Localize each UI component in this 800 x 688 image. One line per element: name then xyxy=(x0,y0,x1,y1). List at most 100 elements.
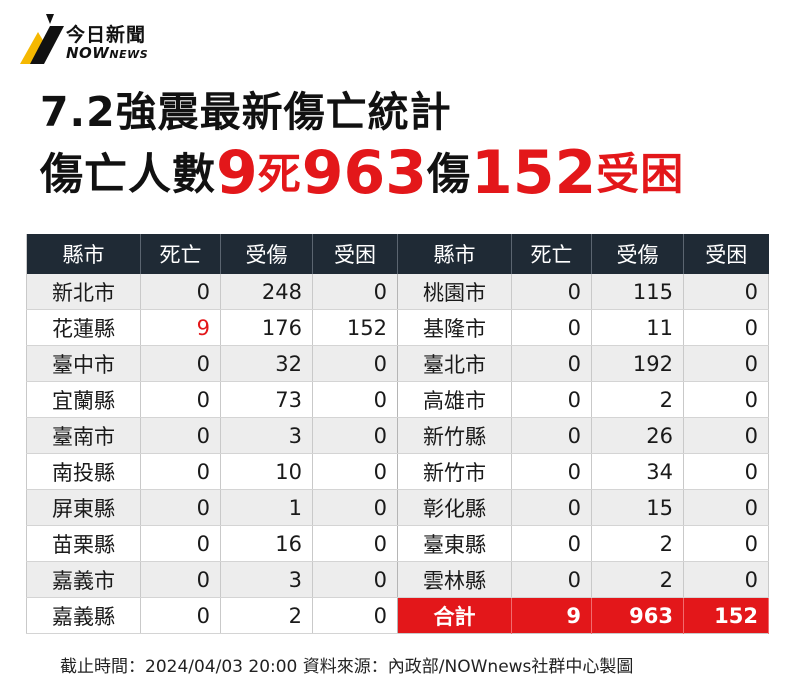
table-row: 臺南市 0 3 0 新竹縣 0 26 0 xyxy=(26,417,769,454)
table-row: 新北市 0 248 0 桃園市 0 115 0 xyxy=(26,274,769,310)
cell-left-trapped: 0 xyxy=(312,381,398,418)
casualty-summary: 傷亡人數9死963傷152受困 xyxy=(40,138,684,208)
cell-left-deaths: 0 xyxy=(140,274,221,310)
cell-right-injured: 34 xyxy=(591,453,684,490)
cell-left-trapped: 0 xyxy=(312,561,398,598)
cell-left-city: 新北市 xyxy=(26,274,141,310)
table-row: 苗栗縣 0 16 0 臺東縣 0 2 0 xyxy=(26,525,769,562)
cell-right-city: 臺東縣 xyxy=(397,525,512,562)
cell-left-city: 臺南市 xyxy=(26,417,141,454)
table-row: 南投縣 0 10 0 新竹市 0 34 0 xyxy=(26,453,769,490)
cell-left-deaths: 0 xyxy=(140,345,221,382)
logo-name-cn: 今日新聞 xyxy=(66,24,147,46)
cell-left-injured: 1 xyxy=(220,489,313,526)
cell-left-city: 宜蘭縣 xyxy=(26,381,141,418)
cell-left-deaths: 0 xyxy=(140,597,221,634)
cell-right-trapped: 0 xyxy=(683,561,769,598)
header-deaths-right: 死亡 xyxy=(511,234,592,274)
cell-right-city: 雲林縣 xyxy=(397,561,512,598)
cell-left-city: 苗栗縣 xyxy=(26,525,141,562)
summary-deaths-unit: 死 xyxy=(257,150,302,200)
cell-right-trapped: 0 xyxy=(683,345,769,382)
header-trapped-right: 受困 xyxy=(683,234,769,274)
cell-left-injured: 3 xyxy=(220,561,313,598)
header-city-left: 縣市 xyxy=(26,234,141,274)
cell-left-trapped: 0 xyxy=(312,345,398,382)
cell-right-injured: 2 xyxy=(591,525,684,562)
cell-right-injured: 2 xyxy=(591,561,684,598)
cell-right-city: 臺北市 xyxy=(397,345,512,382)
total-injured: 963 xyxy=(591,597,684,634)
page-title: 7.2強震最新傷亡統計 xyxy=(40,88,452,136)
cell-left-city: 嘉義市 xyxy=(26,561,141,598)
cell-right-deaths: 0 xyxy=(511,417,592,454)
header-injured-left: 受傷 xyxy=(220,234,313,274)
cell-right-trapped: 0 xyxy=(683,381,769,418)
cell-right-deaths: 0 xyxy=(511,561,592,598)
cell-right-deaths: 0 xyxy=(511,274,592,310)
header-injured-right: 受傷 xyxy=(591,234,684,274)
cell-right-city: 新竹縣 xyxy=(397,417,512,454)
cell-left-city: 花蓮縣 xyxy=(26,309,141,346)
cell-left-trapped: 0 xyxy=(312,274,398,310)
nownews-logo: 今日新聞 NOWNEWS xyxy=(20,14,200,68)
summary-trapped-unit: 受困 xyxy=(596,150,685,200)
summary-injured: 963 xyxy=(301,138,427,208)
summary-deaths: 9 xyxy=(216,138,258,208)
table-row: 嘉義縣 0 2 0 合計 9 963 152 xyxy=(26,597,769,634)
summary-prefix: 傷亡人數 xyxy=(40,150,216,200)
cell-left-injured: 176 xyxy=(220,309,313,346)
footer-source: 截止時間：2024/04/03 20:00 資料來源：內政部/NOWnews社群… xyxy=(60,657,634,677)
cell-right-deaths: 0 xyxy=(511,489,592,526)
summary-trapped: 152 xyxy=(471,138,597,208)
table-row: 屏東縣 0 1 0 彰化縣 0 15 0 xyxy=(26,489,769,526)
cell-right-trapped: 0 xyxy=(683,489,769,526)
header-deaths-left: 死亡 xyxy=(140,234,221,274)
cell-right-deaths: 0 xyxy=(511,381,592,418)
cell-right-city: 基隆市 xyxy=(397,309,512,346)
cell-left-deaths: 0 xyxy=(140,525,221,562)
cell-right-injured: 115 xyxy=(591,274,684,310)
cell-right-city: 彰化縣 xyxy=(397,489,512,526)
table-row: 臺中市 0 32 0 臺北市 0 192 0 xyxy=(26,345,769,382)
cell-left-deaths: 0 xyxy=(140,561,221,598)
cell-right-city: 新竹市 xyxy=(397,453,512,490)
cell-left-injured: 16 xyxy=(220,525,313,562)
cell-left-trapped: 0 xyxy=(312,525,398,562)
cell-right-deaths: 0 xyxy=(511,525,592,562)
cell-right-deaths: 0 xyxy=(511,309,592,346)
table-row: 宜蘭縣 0 73 0 高雄市 0 2 0 xyxy=(26,381,769,418)
cell-right-injured: 15 xyxy=(591,489,684,526)
logo-name-en: NOWNEWS xyxy=(66,44,149,62)
cell-left-trapped: 0 xyxy=(312,597,398,634)
cell-right-trapped: 0 xyxy=(683,274,769,310)
cell-left-city: 屏東縣 xyxy=(26,489,141,526)
cell-right-injured: 11 xyxy=(591,309,684,346)
cell-left-injured: 32 xyxy=(220,345,313,382)
cell-left-city: 嘉義縣 xyxy=(26,597,141,634)
nownews-logo-icon xyxy=(20,14,64,64)
cell-left-trapped: 0 xyxy=(312,453,398,490)
cell-right-trapped: 0 xyxy=(683,309,769,346)
summary-injured-unit: 傷 xyxy=(427,150,471,200)
cell-right-city: 桃園市 xyxy=(397,274,512,310)
cell-right-injured: 2 xyxy=(591,381,684,418)
total-trapped: 152 xyxy=(683,597,769,634)
header-trapped-left: 受困 xyxy=(312,234,398,274)
cell-left-injured: 3 xyxy=(220,417,313,454)
cell-left-deaths: 9 xyxy=(140,309,221,346)
table-row: 花蓮縣 9 176 152 基隆市 0 11 0 xyxy=(26,309,769,346)
cell-left-injured: 73 xyxy=(220,381,313,418)
cell-right-trapped: 0 xyxy=(683,417,769,454)
cell-left-city: 南投縣 xyxy=(26,453,141,490)
cell-left-injured: 10 xyxy=(220,453,313,490)
cell-right-trapped: 0 xyxy=(683,453,769,490)
cell-left-city: 臺中市 xyxy=(26,345,141,382)
cell-left-trapped: 0 xyxy=(312,489,398,526)
cell-left-injured: 248 xyxy=(220,274,313,310)
casualty-table: 縣市 死亡 受傷 受困 縣市 死亡 受傷 受困 新北市 0 248 0 桃園市 0 115 0… xyxy=(26,234,769,634)
cell-left-deaths: 0 xyxy=(140,489,221,526)
total-city: 合計 xyxy=(397,597,512,634)
total-deaths: 9 xyxy=(511,597,592,634)
cell-right-injured: 192 xyxy=(591,345,684,382)
